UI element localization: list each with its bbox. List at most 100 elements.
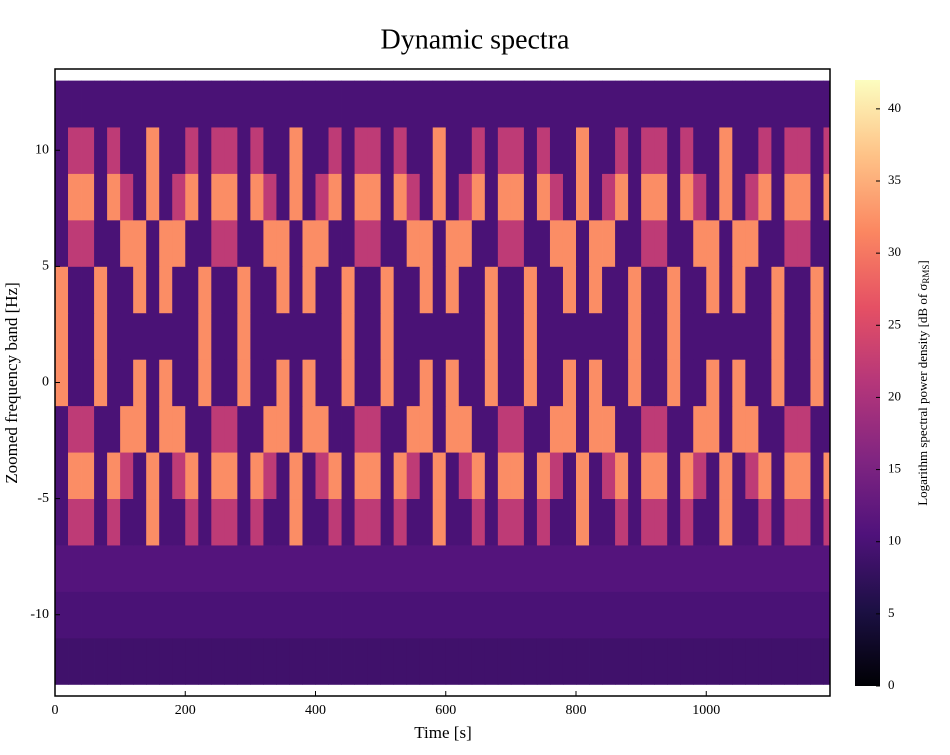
heatmap-cell [406,80,421,128]
heatmap-cell [367,405,382,453]
heatmap-cell [693,312,707,360]
heatmap-cell [289,545,303,592]
heatmap-cell [393,452,408,500]
heatmap-cell [628,219,642,267]
heatmap-cell [68,405,82,453]
heatmap-cell [185,637,199,685]
heatmap-cell [471,452,486,500]
heatmap-cell [602,545,616,592]
heatmap-cell [602,80,616,128]
heatmap-cell [406,591,421,639]
heatmap-cell [276,591,290,639]
heatmap-cell [250,498,264,546]
heatmap-cell [784,219,798,267]
heatmap-cell [549,80,564,128]
heatmap-cell [797,498,811,546]
heatmap-cell [55,545,69,592]
heatmap-cell [654,219,668,267]
heatmap-cell [146,498,160,546]
heatmap-cell [341,266,355,314]
y-tick-label: 10 [35,142,49,157]
heatmap-cell [315,498,329,546]
colorbar-label-sub: RMS [921,265,931,284]
heatmap-cell [94,219,108,267]
heatmap-cell [107,312,121,360]
heatmap-cell [732,312,746,360]
heatmap-cell [589,452,603,500]
heatmap-cell [224,405,238,453]
heatmap-cell [758,498,772,546]
heatmap-cell [615,359,629,407]
x-tick-label: 200 [175,703,196,718]
heatmap-cell [784,452,798,500]
heatmap-cell [745,80,759,128]
heatmap-cell [367,452,382,500]
heatmap-cell [628,359,642,407]
heatmap-cell [81,359,95,407]
heatmap-cell [810,591,824,639]
heatmap-cell [576,405,590,453]
heatmap-cell [680,312,694,360]
heatmap-cell [211,312,225,360]
heatmap-cell [94,498,108,546]
heatmap-cell [341,127,355,174]
heatmap-cell [445,266,460,314]
heatmap-cell [406,359,421,407]
heatmap-cell [354,405,369,453]
heatmap-cell [198,452,212,500]
heatmap-cell [107,405,121,453]
heatmap-cell [133,312,147,360]
heatmap-cell [510,266,525,314]
heatmap-cell [185,359,199,407]
heatmap-cell [680,359,694,407]
heatmap-cell [745,637,759,685]
heatmap-cell [536,219,551,267]
heatmap-cell [549,266,564,314]
heatmap-cell [719,127,733,174]
heatmap-cell [680,452,694,500]
heatmap-cell [81,127,95,174]
heatmap-cell [615,545,629,592]
heatmap-cell [667,266,681,314]
heatmap-cell [341,498,355,546]
heatmap-cell [302,452,316,500]
heatmap-cell [445,219,460,267]
heatmap-cell [146,219,160,267]
heatmap-cell [276,545,290,592]
heatmap-cell [354,591,369,639]
heatmap-cell [667,219,681,267]
heatmap-cell [484,266,499,314]
heatmap-cell [680,219,694,267]
heatmap-cell [224,545,238,592]
heatmap-cell [719,452,733,500]
heatmap-cell [393,637,408,685]
heatmap-cell [393,127,408,174]
heatmap-cell [159,405,173,453]
heatmap-cell [602,312,616,360]
heatmap-cell [745,266,759,314]
heatmap-cell [706,452,720,500]
heatmap-cell [680,498,694,546]
heatmap-cell [172,545,186,592]
heatmap-cell [615,127,629,174]
heatmap-cell [510,359,525,407]
heatmap-cell [680,127,694,174]
heatmap-cell [458,266,473,314]
x-tick-label: 400 [305,703,326,718]
heatmap-cell [445,405,460,453]
heatmap-cell [758,591,772,639]
colorbar-label: Logarithm spectral power density [dB of … [915,260,931,506]
heatmap-cell [523,80,538,128]
heatmap-cell [276,359,290,407]
heatmap-cell [315,591,329,639]
heatmap-cell [250,219,264,267]
heatmap-cell [328,80,342,128]
heatmap-cell [289,498,303,546]
heatmap-cell [133,173,147,221]
heatmap-cell [589,359,603,407]
heatmap-cell [471,545,486,592]
x-tick-label: 1000 [692,703,720,718]
heatmap-cell [615,405,629,453]
heatmap-cell [654,359,668,407]
heatmap-cell [615,219,629,267]
